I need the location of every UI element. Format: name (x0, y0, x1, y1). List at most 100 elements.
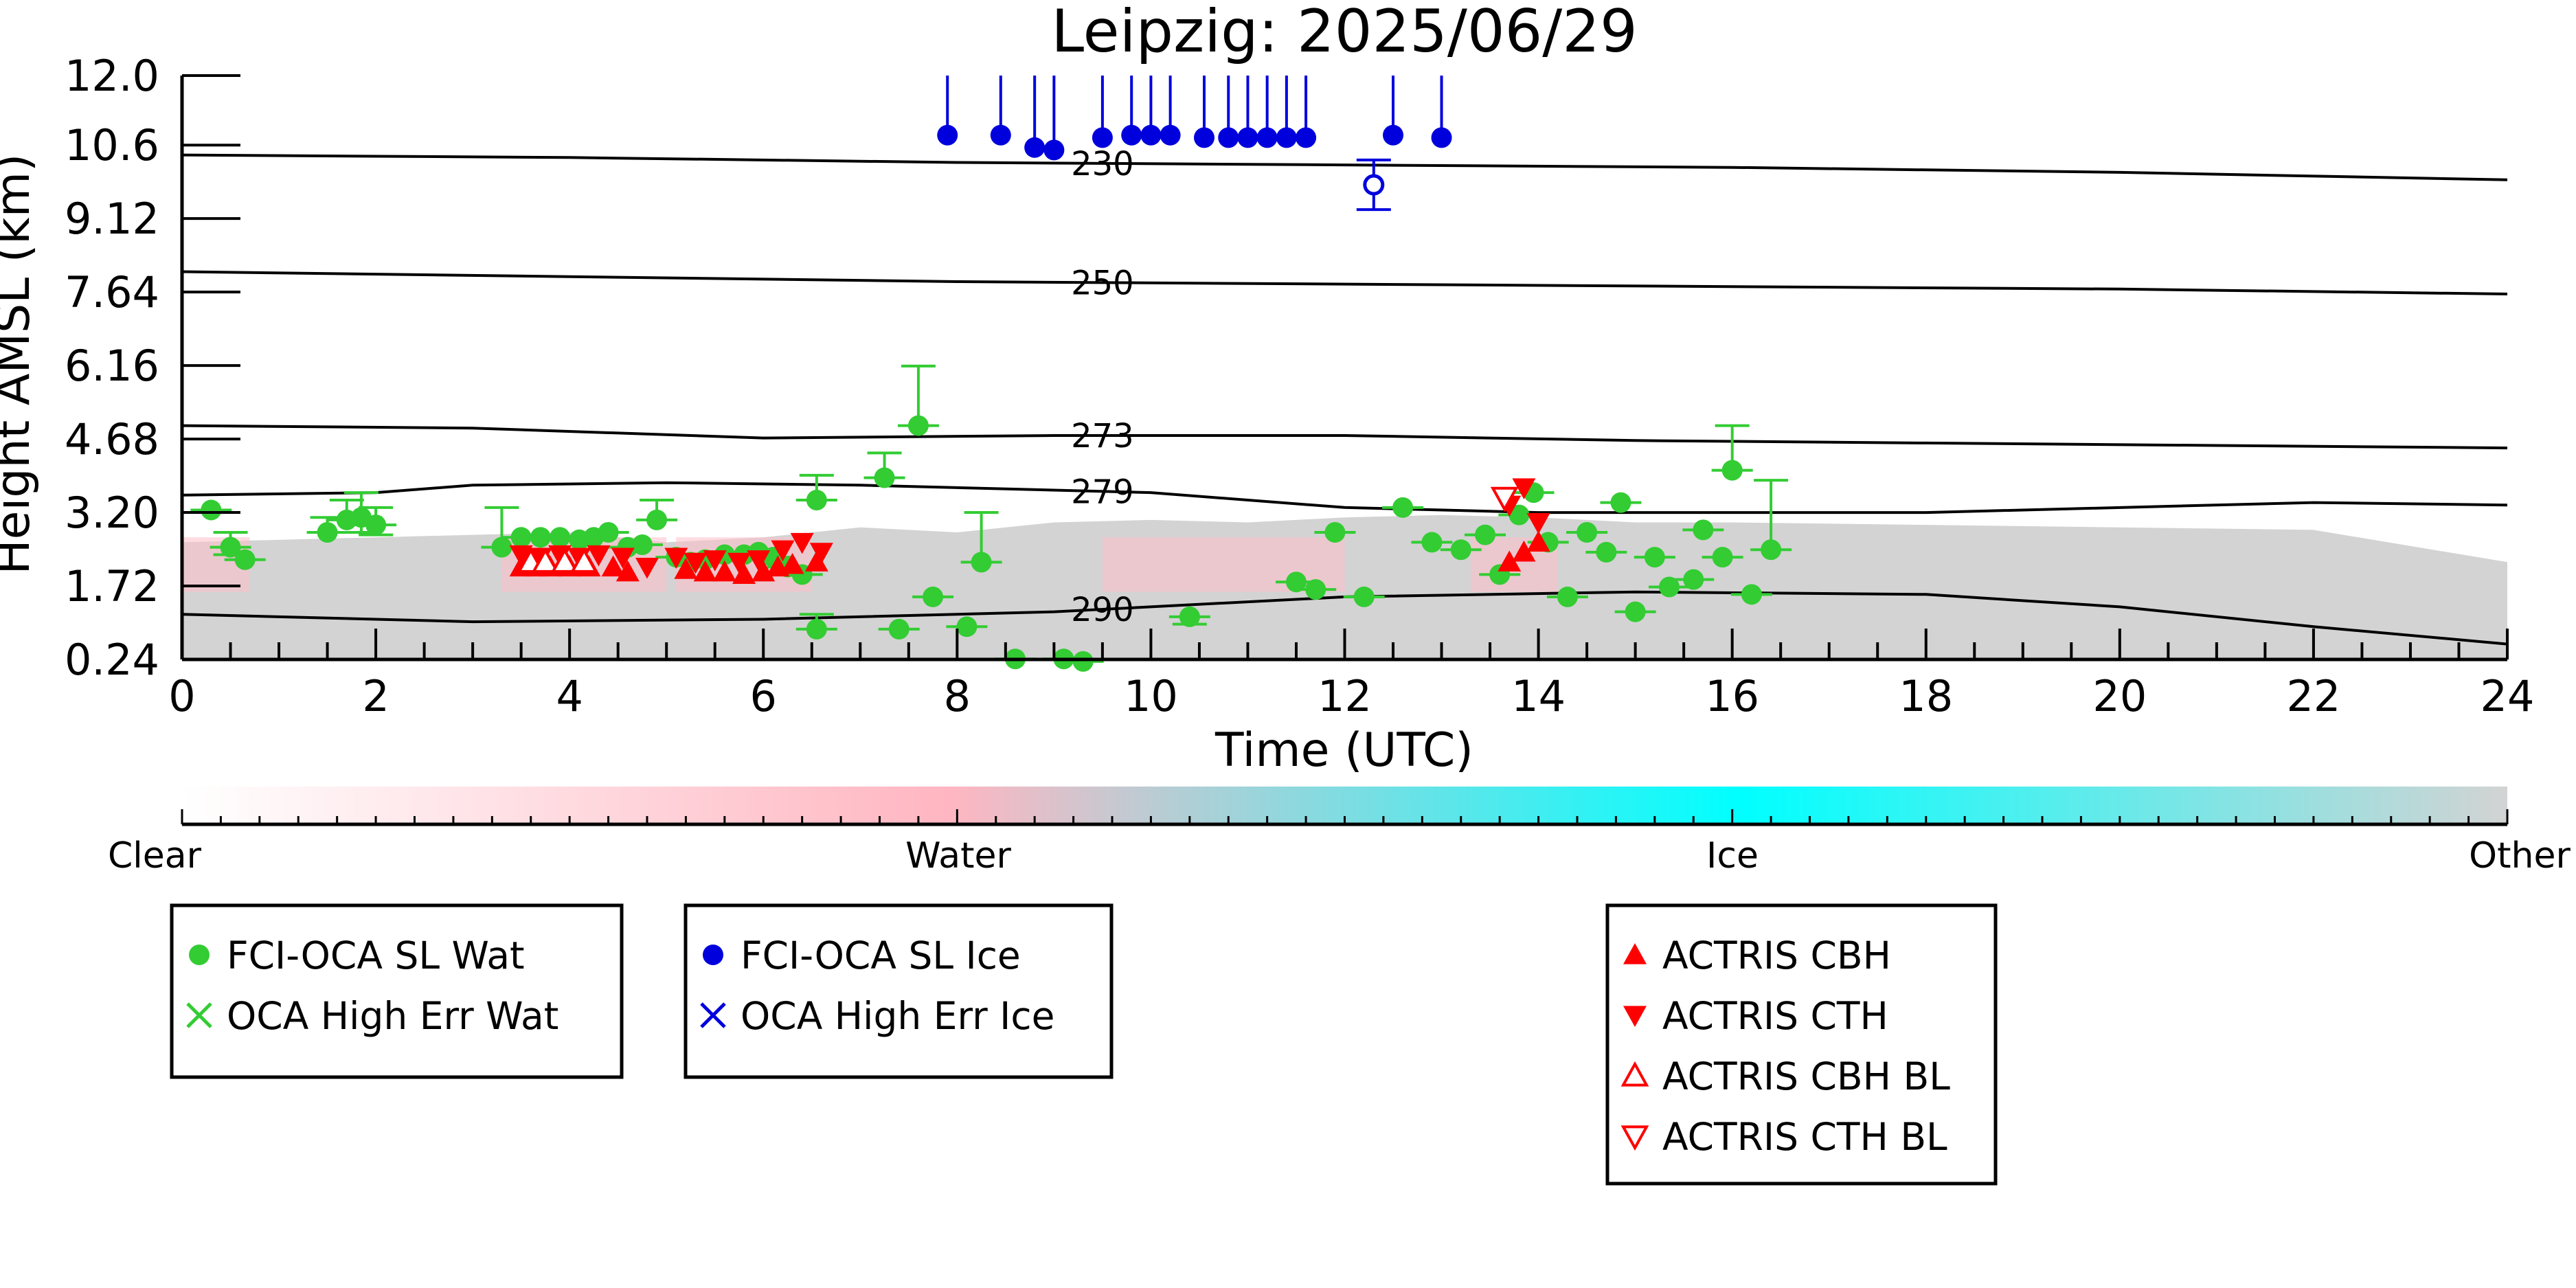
data-point (1218, 127, 1239, 148)
legend-right (1605, 903, 1998, 1186)
data-point (1256, 127, 1278, 148)
colorbar-labels: Clear Water Ice Other (108, 835, 2571, 877)
data-point (907, 415, 929, 436)
data-point (234, 549, 256, 570)
isotherm-290 (182, 590, 2507, 646)
data-point (1421, 532, 1443, 553)
data-point (1140, 124, 1162, 146)
y-ticks: 12.0 10.6 9.12 7.64 6.16 4.68 3.20 1.72 0.24 (65, 51, 240, 685)
data-point (491, 536, 512, 558)
data-point (1761, 539, 1782, 561)
data-point (611, 547, 635, 569)
legend-marker (1623, 943, 1647, 964)
data-point (1712, 547, 1733, 568)
data-point (615, 560, 640, 582)
isotherm-279 (182, 481, 2507, 515)
data-point (365, 515, 387, 536)
data-point (1577, 521, 1598, 543)
data-point (1305, 579, 1326, 600)
x-tick-label: 6 (750, 671, 777, 721)
x-tick-label: 14 (1511, 671, 1566, 721)
y-tick-label: 12.0 (65, 51, 159, 101)
data-point (990, 124, 1011, 146)
x-tick-label: 20 (2092, 671, 2147, 721)
isotherm-label: 279 (1071, 473, 1134, 511)
colorbar-label-clear: Clear (108, 835, 202, 877)
data-point (569, 547, 598, 573)
legend-left (170, 903, 624, 1079)
y-axis-label: Height AMSL (km) (0, 154, 41, 575)
data-point (1512, 540, 1536, 562)
data-point (806, 618, 827, 640)
data-point (664, 547, 688, 569)
y-tick-label: 9.12 (65, 194, 159, 244)
legend-label: ACTRIS CBH (1662, 934, 1891, 978)
legend-middle (683, 903, 1114, 1079)
data-point (635, 557, 659, 579)
data-point (732, 563, 756, 585)
data-point (1237, 127, 1258, 148)
y-tick-label: 6.16 (65, 341, 159, 391)
data-point (646, 509, 668, 530)
data-point (1092, 127, 1113, 148)
x-ticks: 0 2 4 6 8 10 12 14 16 18 20 22 24 (168, 629, 2534, 721)
data-point (1526, 530, 1550, 552)
data-point (550, 527, 571, 548)
data-point (1644, 547, 1665, 568)
data-point (1490, 486, 1519, 512)
x-axis-label: Time (UTC) (1214, 723, 1473, 778)
data-point (727, 552, 751, 574)
isotherm-lines (182, 153, 2507, 646)
data-point (674, 558, 698, 579)
data-point (923, 586, 944, 607)
isotherm-250 (182, 270, 2507, 295)
colorbar-label-other: Other (2469, 835, 2571, 877)
data-point (1721, 460, 1743, 481)
legend-label: ACTRIS CTH BL (1662, 1115, 1947, 1159)
data-point (220, 536, 241, 558)
data-point (1276, 127, 1297, 148)
x-tick-label: 8 (944, 671, 971, 721)
data-point (693, 560, 717, 582)
data-point (1475, 524, 1496, 545)
data-point (1353, 586, 1375, 607)
data-point (874, 467, 895, 488)
legends: FCI-OCA SL Wat OCA High Err Wat FCI-OCA SL… (170, 903, 1998, 1186)
legend-marker (1623, 1006, 1647, 1027)
data-point (1193, 127, 1214, 148)
x-tick-label: 16 (1705, 671, 1759, 721)
legend-marker (1620, 1061, 1649, 1087)
data-point (747, 550, 771, 572)
data-point (956, 616, 978, 637)
y-tick-label: 3.20 (65, 488, 159, 538)
legend-label: ACTRIS CTH (1662, 994, 1888, 1038)
data-point (1160, 124, 1181, 146)
data-point (1383, 124, 1404, 146)
y-tick-label: 10.6 (65, 120, 159, 170)
data-point (1043, 139, 1065, 161)
data-point (1658, 576, 1680, 598)
data-point (1741, 584, 1762, 605)
data-point (631, 534, 653, 556)
x-tick-label: 18 (1899, 671, 1953, 721)
legend-label: OCA High Err Ice (741, 994, 1054, 1038)
data-point (790, 532, 814, 554)
x-tick-label: 0 (168, 671, 195, 721)
data-point (806, 489, 827, 510)
data-point (598, 521, 619, 543)
data-point (771, 540, 795, 562)
data-point (712, 560, 736, 582)
isotherm-273 (182, 424, 2507, 450)
x-tick-label: 4 (556, 671, 583, 721)
x-tick-label: 22 (2286, 671, 2340, 721)
data-point (780, 552, 804, 574)
data-point (1557, 586, 1578, 607)
data-point (809, 543, 833, 564)
data-point (1683, 569, 1704, 590)
isotherm-label: 273 (1071, 417, 1134, 455)
data-point (509, 545, 533, 567)
colorbar-label-ice: Ice (1706, 835, 1759, 877)
data-point (683, 552, 708, 574)
y-tick-label: 0.24 (65, 635, 159, 685)
